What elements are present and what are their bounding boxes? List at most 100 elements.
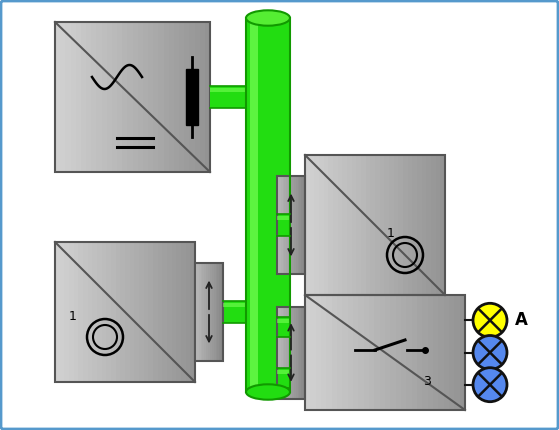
Bar bbox=[250, 18, 258, 392]
Bar bbox=[283, 307, 285, 399]
Bar bbox=[375, 155, 380, 295]
Bar bbox=[277, 368, 290, 388]
Bar bbox=[64, 242, 69, 382]
Bar bbox=[205, 263, 207, 361]
Bar bbox=[454, 295, 460, 410]
Bar bbox=[210, 263, 212, 361]
Bar bbox=[288, 307, 291, 399]
Bar bbox=[172, 242, 177, 382]
Bar bbox=[148, 22, 154, 172]
Bar bbox=[285, 176, 287, 274]
Bar bbox=[202, 263, 205, 361]
Bar bbox=[370, 155, 376, 295]
Bar bbox=[130, 242, 135, 382]
Bar bbox=[347, 155, 352, 295]
Bar bbox=[92, 242, 97, 382]
Bar bbox=[428, 295, 433, 410]
Bar bbox=[411, 295, 418, 410]
Bar bbox=[212, 263, 214, 361]
Bar bbox=[324, 155, 329, 295]
Bar bbox=[127, 22, 133, 172]
Bar bbox=[179, 22, 184, 172]
Bar bbox=[440, 155, 446, 295]
Bar bbox=[106, 242, 111, 382]
Bar bbox=[319, 155, 324, 295]
Bar bbox=[107, 22, 112, 172]
Bar bbox=[60, 242, 65, 382]
Bar bbox=[277, 214, 290, 236]
Bar bbox=[277, 319, 290, 323]
Bar bbox=[205, 22, 211, 172]
Bar bbox=[55, 22, 210, 172]
Bar bbox=[102, 242, 107, 382]
Bar bbox=[294, 307, 296, 399]
Bar bbox=[305, 155, 310, 295]
Bar bbox=[300, 307, 302, 399]
Bar bbox=[408, 155, 413, 295]
Bar bbox=[438, 295, 444, 410]
Bar bbox=[279, 307, 281, 399]
Bar bbox=[190, 22, 195, 172]
Bar bbox=[297, 307, 300, 399]
Bar bbox=[297, 176, 300, 274]
Bar bbox=[433, 295, 439, 410]
Bar bbox=[292, 307, 294, 399]
Bar bbox=[223, 301, 246, 323]
Bar bbox=[406, 295, 412, 410]
Bar bbox=[125, 242, 130, 382]
Bar bbox=[305, 295, 465, 410]
Bar bbox=[401, 295, 407, 410]
Bar bbox=[74, 242, 79, 382]
Bar bbox=[75, 22, 81, 172]
Bar bbox=[321, 295, 327, 410]
Bar bbox=[431, 155, 436, 295]
Bar bbox=[348, 295, 353, 410]
Bar bbox=[356, 155, 362, 295]
Circle shape bbox=[473, 303, 507, 337]
Bar bbox=[305, 295, 311, 410]
Circle shape bbox=[473, 368, 507, 402]
Bar bbox=[281, 176, 283, 274]
Bar bbox=[301, 176, 304, 274]
Bar bbox=[337, 295, 343, 410]
Bar bbox=[358, 295, 364, 410]
Bar bbox=[55, 242, 195, 382]
Bar bbox=[112, 22, 117, 172]
Bar bbox=[389, 155, 394, 295]
Bar bbox=[97, 242, 102, 382]
Bar bbox=[310, 295, 316, 410]
Bar bbox=[221, 263, 224, 361]
Bar bbox=[435, 155, 441, 295]
Bar bbox=[169, 22, 174, 172]
Bar bbox=[369, 295, 375, 410]
Circle shape bbox=[473, 335, 507, 369]
Bar bbox=[300, 176, 302, 274]
Bar bbox=[88, 242, 93, 382]
Bar bbox=[174, 22, 179, 172]
Bar bbox=[199, 263, 201, 361]
Bar bbox=[385, 155, 390, 295]
Bar bbox=[117, 22, 122, 172]
Bar bbox=[186, 242, 191, 382]
Bar bbox=[132, 22, 138, 172]
Bar bbox=[288, 176, 291, 274]
Bar bbox=[290, 307, 292, 399]
Bar bbox=[96, 22, 102, 172]
Bar bbox=[197, 263, 199, 361]
Bar bbox=[277, 216, 290, 221]
Bar bbox=[246, 18, 290, 392]
Bar bbox=[338, 155, 343, 295]
Bar bbox=[184, 22, 190, 172]
Bar bbox=[210, 86, 246, 108]
Bar bbox=[190, 242, 196, 382]
Bar bbox=[303, 307, 306, 399]
Bar bbox=[176, 242, 182, 382]
Bar bbox=[290, 176, 292, 274]
Bar bbox=[296, 307, 298, 399]
Bar bbox=[394, 155, 399, 295]
Bar bbox=[342, 295, 348, 410]
Bar bbox=[277, 370, 290, 374]
Bar bbox=[281, 307, 283, 399]
Bar bbox=[163, 22, 169, 172]
Bar bbox=[223, 303, 246, 307]
